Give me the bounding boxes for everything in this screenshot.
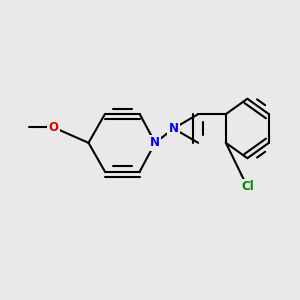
- Text: Cl: Cl: [241, 180, 254, 194]
- Text: O: O: [49, 121, 59, 134]
- Text: N: N: [169, 122, 178, 135]
- Text: N: N: [150, 136, 160, 149]
